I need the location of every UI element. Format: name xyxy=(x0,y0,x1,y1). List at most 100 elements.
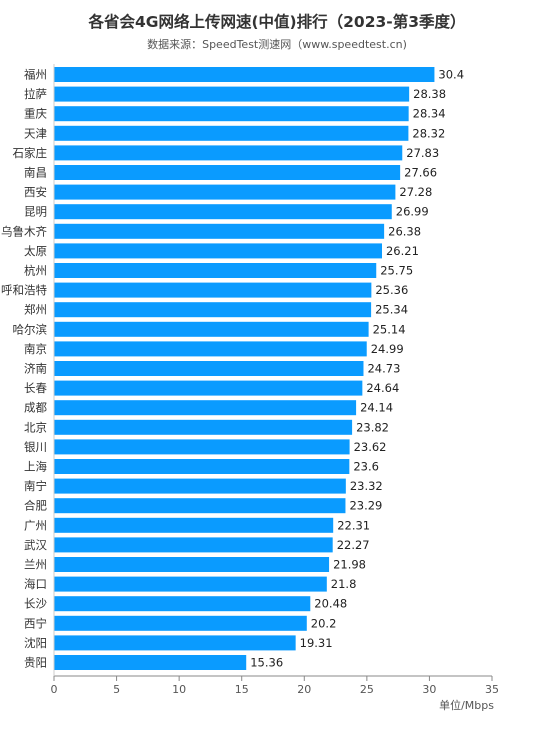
bar xyxy=(54,145,403,161)
category-label: 沈阳 xyxy=(24,636,47,650)
bar xyxy=(54,204,392,220)
category-label: 哈尔滨 xyxy=(13,322,48,336)
bar xyxy=(54,419,353,435)
bar xyxy=(54,125,409,141)
bar xyxy=(54,576,327,592)
bar xyxy=(54,615,307,631)
value-label: 19.31 xyxy=(300,636,333,650)
bar xyxy=(54,655,247,670)
value-label: 28.32 xyxy=(412,126,445,140)
value-label: 25.36 xyxy=(375,283,408,297)
value-label: 25.34 xyxy=(375,303,408,317)
category-label: 北京 xyxy=(24,420,47,434)
bar xyxy=(54,537,333,553)
category-label: 兰州 xyxy=(24,558,47,572)
value-label: 27.28 xyxy=(399,185,432,199)
category-label: 乌鲁木齐 xyxy=(1,224,47,238)
x-tick-label: 20 xyxy=(297,683,311,696)
value-label: 22.27 xyxy=(337,538,370,552)
category-label: 广州 xyxy=(24,518,47,532)
category-label: 重庆 xyxy=(24,107,47,121)
value-label: 23.6 xyxy=(353,460,379,474)
value-label: 21.98 xyxy=(333,558,366,572)
bar xyxy=(54,67,435,82)
category-label: 成都 xyxy=(24,401,47,415)
category-label: 拉萨 xyxy=(24,87,47,101)
value-label: 27.83 xyxy=(406,146,439,160)
bar xyxy=(54,400,357,416)
bar xyxy=(54,243,382,259)
category-label: 郑州 xyxy=(24,303,47,317)
category-label: 杭州 xyxy=(24,264,47,278)
bar xyxy=(54,302,372,318)
bar xyxy=(54,282,372,298)
category-label: 海口 xyxy=(24,577,47,591)
bar xyxy=(54,263,377,278)
bar xyxy=(54,439,350,455)
category-label: 呼和浩特 xyxy=(1,283,47,297)
x-tick-label: 0 xyxy=(51,683,58,696)
bar xyxy=(54,498,346,514)
value-label: 30.4 xyxy=(438,68,464,82)
value-label: 23.82 xyxy=(356,420,389,434)
category-label: 南宁 xyxy=(24,479,47,493)
bar xyxy=(54,321,369,337)
value-label: 24.14 xyxy=(360,401,393,415)
category-label: 太原 xyxy=(24,244,47,258)
bar xyxy=(54,596,311,612)
value-label: 26.38 xyxy=(388,224,421,238)
category-label: 昆明 xyxy=(24,205,47,219)
value-label: 28.34 xyxy=(413,107,446,121)
x-tick-label: 35 xyxy=(485,683,499,696)
category-label: 银川 xyxy=(24,440,47,454)
category-label: 合肥 xyxy=(24,499,47,513)
category-label: 长沙 xyxy=(24,597,47,611)
category-label: 上海 xyxy=(24,460,47,474)
value-label: 21.8 xyxy=(331,577,357,591)
category-label: 贵阳 xyxy=(24,656,47,670)
bar xyxy=(54,380,363,396)
bar xyxy=(54,557,330,572)
category-label: 济南 xyxy=(24,362,47,376)
category-label: 南京 xyxy=(24,342,47,356)
x-tick-label: 5 xyxy=(113,683,120,696)
chart-subtitle: 数据来源：SpeedTest测速网（www.speedtest.cn) xyxy=(147,38,407,51)
x-tick-label: 30 xyxy=(422,683,436,696)
x-tick-label: 25 xyxy=(360,683,374,696)
bar xyxy=(54,635,296,651)
value-label: 23.29 xyxy=(349,499,382,513)
x-tick-label: 10 xyxy=(172,683,186,696)
bar xyxy=(54,478,346,494)
bar xyxy=(54,86,410,102)
bar xyxy=(54,184,396,200)
value-label: 24.73 xyxy=(367,362,400,376)
bar xyxy=(54,341,367,357)
value-label: 26.99 xyxy=(396,205,429,219)
category-label: 福州 xyxy=(24,68,47,82)
chart-title: 各省会4G网络上传网速(中值)排行（2023-第3季度） xyxy=(88,13,466,31)
bar xyxy=(54,361,364,376)
unit-label: 单位/Mbps xyxy=(439,698,494,712)
category-label: 西安 xyxy=(24,185,47,199)
category-label: 武汉 xyxy=(24,538,47,552)
x-tick-label: 15 xyxy=(235,683,249,696)
value-label: 20.48 xyxy=(314,597,347,611)
bar xyxy=(54,517,334,533)
value-label: 24.64 xyxy=(366,381,399,395)
bar xyxy=(54,106,409,122)
category-label: 天津 xyxy=(24,126,47,140)
value-label: 23.62 xyxy=(354,440,387,454)
value-label: 22.31 xyxy=(337,518,370,532)
value-label: 20.2 xyxy=(311,616,337,630)
category-label: 南昌 xyxy=(24,166,47,180)
value-label: 15.36 xyxy=(250,656,283,670)
value-label: 25.14 xyxy=(373,322,406,336)
value-label: 26.21 xyxy=(386,244,419,258)
category-label: 石家庄 xyxy=(13,146,48,160)
value-label: 28.38 xyxy=(413,87,446,101)
value-label: 23.32 xyxy=(350,479,383,493)
category-label: 西宁 xyxy=(24,616,47,630)
bar xyxy=(54,165,401,180)
